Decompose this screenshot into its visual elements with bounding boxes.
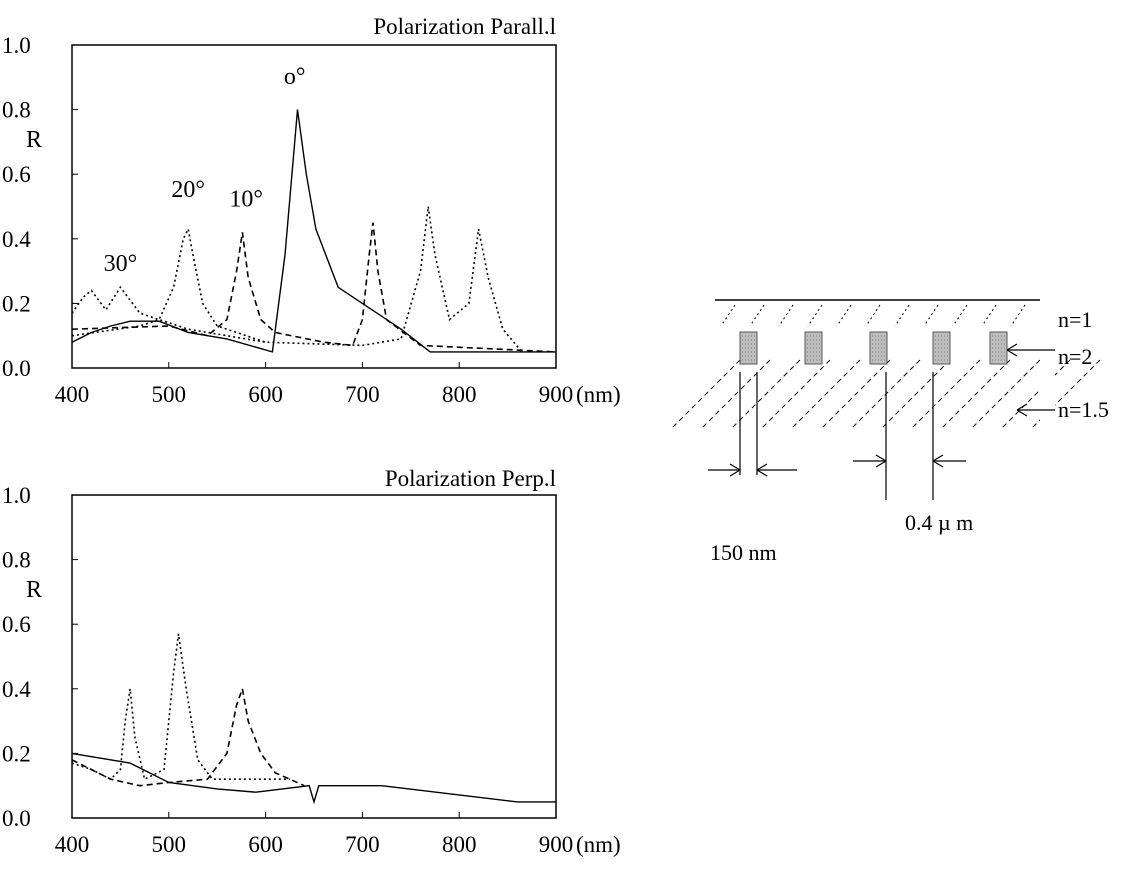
peak-annotation: o°	[284, 64, 306, 90]
series-line-dashed	[71, 222, 557, 353]
x-tick-label: 400	[55, 832, 90, 857]
y-axis-label: R	[26, 127, 42, 153]
chart-title: Polarization Parall.l	[373, 14, 556, 39]
x-unit-label: (nm)	[576, 832, 621, 857]
series-line-dotted	[71, 285, 266, 343]
hatch-line	[999, 359, 1071, 431]
plot-frame	[71, 494, 557, 819]
y-axis-label: R	[26, 577, 42, 603]
y-tick-label: 1.0	[2, 33, 31, 58]
label-n2: n=2	[1058, 344, 1092, 369]
hatch-line	[879, 359, 951, 431]
x-tick-label: 600	[248, 382, 283, 407]
y-tick-label: 0.4	[2, 677, 31, 702]
hatch-line	[807, 304, 823, 327]
hatch-line	[720, 304, 736, 327]
series-line-dotted	[71, 633, 290, 781]
hatch-line	[923, 304, 939, 327]
hatch-line	[952, 304, 968, 327]
chart-parallel: 400 500 600 700 800 900 (nm) 0.0 0.2 0.4 0.6 0.8 1.0…	[2, 14, 621, 407]
hatch-line	[819, 359, 891, 431]
x-unit-label: (nm)	[576, 382, 621, 407]
width-arrow-left-head	[729, 463, 741, 477]
label-n1: n=1	[1058, 307, 1092, 332]
n15-pointer-arrow-head	[1016, 403, 1028, 417]
hatch-line	[969, 359, 1041, 431]
hatch-line	[981, 304, 997, 327]
peak-annotation: 20°	[171, 177, 205, 203]
width-arrow-right-head	[756, 463, 768, 477]
y-tick-label: 0.8	[2, 98, 31, 123]
y-tick-label: 0.4	[2, 227, 31, 252]
plot-frame	[71, 44, 557, 369]
hatch-line	[699, 359, 771, 431]
y-tick-label: 0.8	[2, 548, 31, 573]
hatch-line	[749, 304, 765, 327]
grating-blocks	[739, 331, 1008, 365]
x-tick-label: 900	[539, 382, 574, 407]
hatch-line	[894, 304, 910, 327]
peak-annotation: 10°	[229, 187, 263, 213]
chart-perpendicular: 400 500 600 700 800 900 (nm) 0.0 0.2 0.4 0.6 0.8 1.0…	[2, 466, 621, 857]
x-tick-label: 800	[442, 382, 477, 407]
hatch-line	[939, 359, 1011, 431]
x-tick-label: 700	[345, 832, 380, 857]
hatch-line	[789, 359, 861, 431]
x-tick-label: 500	[152, 382, 187, 407]
series-line-dotted	[71, 206, 523, 353]
hatch-mask	[1040, 300, 1055, 440]
x-tick-label: 500	[152, 832, 187, 857]
hatch-line	[778, 304, 794, 327]
y-tick-label: 0.6	[2, 162, 31, 187]
hatch-line	[865, 304, 881, 327]
x-tick-label: 400	[55, 382, 90, 407]
y-tick-label: 0.0	[2, 356, 31, 381]
grating-diagram: n=1 n=2 n=1.5 150 nm 0.4 µ m	[669, 299, 1109, 565]
x-tick-label: 700	[345, 382, 380, 407]
x-tick-label: 600	[248, 832, 283, 857]
hatch-line	[669, 359, 741, 431]
label-period: 0.4 µ m	[905, 510, 973, 535]
label-width: 150 nm	[710, 540, 777, 565]
label-n15: n=1.5	[1058, 397, 1109, 422]
series-line-dashed	[71, 685, 305, 787]
hatch-line	[729, 359, 801, 431]
hatch-line	[1010, 304, 1026, 327]
period-arrow-right-head	[932, 454, 944, 468]
substrate-hatching	[669, 300, 1101, 440]
hatch-line	[836, 304, 852, 327]
y-tick-label: 0.0	[2, 806, 31, 831]
dimension-lines	[708, 343, 1055, 500]
y-tick-label: 0.2	[2, 741, 31, 766]
y-tick-label: 0.6	[2, 612, 31, 637]
n2-pointer-arrow-head	[1006, 343, 1018, 357]
y-tick-label: 0.2	[2, 291, 31, 316]
hatch-line	[849, 359, 921, 431]
y-tick-label: 1.0	[2, 483, 31, 508]
x-tick-label: 800	[442, 832, 477, 857]
chart-title: Polarization Perp.l	[385, 466, 556, 491]
x-tick-label: 900	[539, 832, 574, 857]
hatch-line	[909, 359, 981, 431]
series-line-solid	[71, 109, 556, 353]
peak-annotation: 30°	[104, 251, 138, 277]
period-arrow-left-head	[875, 454, 887, 468]
hatch-line	[759, 359, 831, 431]
series-line-solid	[71, 752, 556, 805]
